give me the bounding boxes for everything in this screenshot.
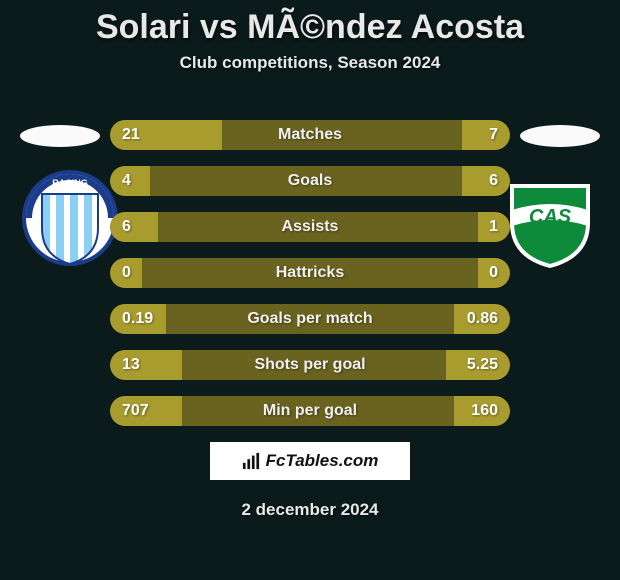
stat-value-right: 5.25 xyxy=(467,350,498,380)
stat-label: Goals per match xyxy=(110,304,510,334)
racing-badge-icon: RACING xyxy=(20,168,120,268)
fctables-watermark: FcTables.com xyxy=(210,442,410,480)
stats-table: Matches217Goals46Assists61Hattricks00Goa… xyxy=(110,120,510,442)
stat-label: Matches xyxy=(110,120,510,150)
stat-row: Shots per goal13 5.25 xyxy=(110,350,510,380)
stat-row: Goals4 6 xyxy=(110,166,510,196)
stat-value-left: 0.19 xyxy=(122,304,153,334)
cas-badge-icon: CAS xyxy=(500,168,600,268)
stat-value-right: 0 xyxy=(489,258,498,288)
page-title: Solari vs MÃ©ndez Acosta xyxy=(0,0,620,47)
svg-text:RACING: RACING xyxy=(52,178,88,188)
stat-value-right: 160 xyxy=(471,396,498,426)
stat-value-left: 0 xyxy=(122,258,131,288)
team-right-badge: CAS xyxy=(500,168,600,268)
stat-value-left: 4 xyxy=(122,166,131,196)
stat-label: Goals xyxy=(110,166,510,196)
stat-value-right: 6 xyxy=(489,166,498,196)
stat-label: Min per goal xyxy=(110,396,510,426)
stat-value-left: 13 xyxy=(122,350,140,380)
stat-row: Min per goal707 160 xyxy=(110,396,510,426)
stat-label: Assists xyxy=(110,212,510,242)
team-left-badge: RACING xyxy=(20,168,120,268)
stat-label: Shots per goal xyxy=(110,350,510,380)
stat-row: Goals per match0.19 0.86 xyxy=(110,304,510,334)
stat-row: Matches21 7 xyxy=(110,120,510,150)
right-player-shadow-ellipse xyxy=(520,125,600,147)
fctables-label: FcTables.com xyxy=(266,451,379,471)
svg-text:CAS: CAS xyxy=(529,206,572,228)
stat-row: Hattricks0 0 xyxy=(110,258,510,288)
stat-value-right: 1 xyxy=(489,212,498,242)
stat-value-right: 7 xyxy=(489,120,498,150)
left-player-shadow-ellipse xyxy=(20,125,100,147)
stat-label: Hattricks xyxy=(110,258,510,288)
fctables-logo-icon xyxy=(242,452,260,470)
stat-value-left: 21 xyxy=(122,120,140,150)
stat-value-right: 0.86 xyxy=(467,304,498,334)
stat-value-left: 707 xyxy=(122,396,149,426)
stat-value-left: 6 xyxy=(122,212,131,242)
page-subtitle: Club competitions, Season 2024 xyxy=(0,53,620,73)
stat-row: Assists6 1 xyxy=(110,212,510,242)
page-date: 2 december 2024 xyxy=(0,500,620,520)
